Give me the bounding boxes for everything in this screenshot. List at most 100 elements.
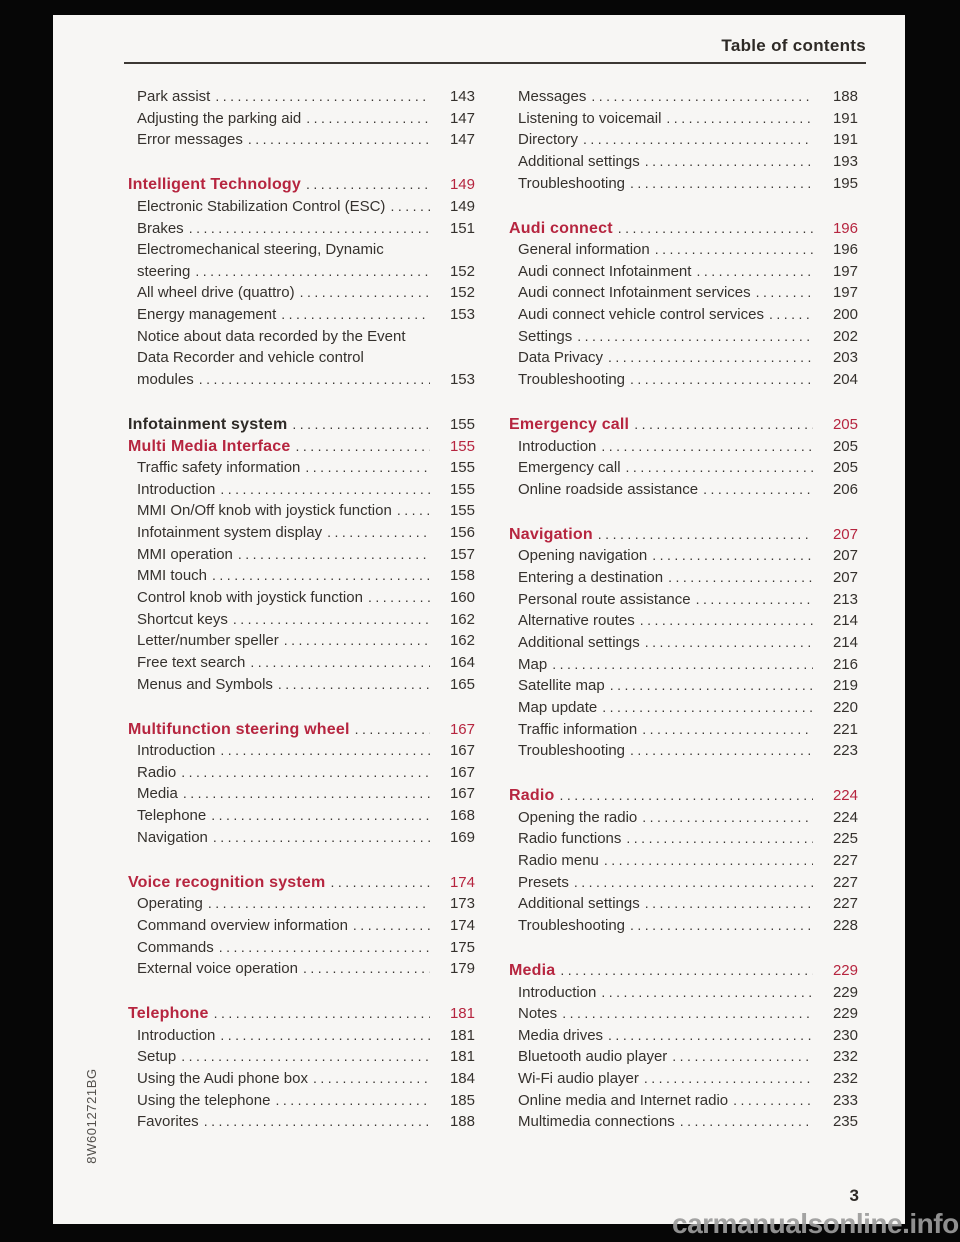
leader-dots bbox=[559, 785, 813, 807]
leader-dots bbox=[630, 369, 813, 391]
toc-page-number: 152 bbox=[449, 284, 475, 302]
toc-entry-label: MMI operation bbox=[137, 545, 233, 563]
leader-dots bbox=[642, 807, 813, 829]
toc-entry-label: Traffic safety information bbox=[137, 459, 301, 477]
toc-row: Shortcut keys 162 bbox=[128, 609, 475, 631]
leader-dots bbox=[208, 893, 430, 915]
toc-row: Control knob with joystick function 160 bbox=[128, 587, 475, 609]
toc-entry-label: Satellite map bbox=[518, 677, 605, 695]
leader-dots bbox=[630, 740, 813, 762]
leader-dots bbox=[655, 239, 813, 261]
toc-page-number: 191 bbox=[832, 109, 858, 127]
toc-entry-label: Wi-Fi audio player bbox=[518, 1070, 639, 1088]
toc-row: MMI touch 158 bbox=[128, 565, 475, 587]
toc-entry-label: Entering a destination bbox=[518, 569, 664, 587]
toc-row: Wi-Fi audio player 232 bbox=[509, 1068, 858, 1090]
leader-dots bbox=[278, 674, 430, 696]
toc-entry-label: Electronic Stabilization Control (ESC) bbox=[137, 197, 386, 215]
toc-page-number: 213 bbox=[832, 590, 858, 608]
toc-row: Multimedia connections 235 bbox=[509, 1111, 858, 1133]
toc-page-number: 165 bbox=[449, 675, 475, 693]
toc-entry-label: Multi Media Interface bbox=[128, 437, 291, 455]
leader-dots bbox=[248, 129, 430, 151]
toc-row: General information 196 bbox=[509, 239, 858, 261]
leader-dots bbox=[610, 675, 813, 697]
toc-row: Opening the radio 224 bbox=[509, 807, 858, 829]
toc-page-number: 207 bbox=[832, 547, 858, 565]
leader-dots bbox=[295, 436, 430, 458]
toc-page-number: 174 bbox=[449, 873, 475, 891]
toc-row: Additional settings 214 bbox=[509, 632, 858, 654]
toc-row: Intelligent Technology 149 bbox=[128, 174, 475, 196]
toc-row: Radio functions 225 bbox=[509, 828, 858, 850]
leader-dots bbox=[303, 958, 430, 980]
toc-page-number: 207 bbox=[832, 569, 858, 587]
toc-page-number: 184 bbox=[449, 1070, 475, 1088]
toc-entry-label: Alternative routes bbox=[518, 612, 635, 630]
leader-dots bbox=[220, 740, 430, 762]
toc-page-number: 181 bbox=[449, 1005, 475, 1023]
toc-page-number: 152 bbox=[449, 262, 475, 280]
toc-entry-label: Using the telephone bbox=[137, 1091, 271, 1109]
toc-row: Presets 227 bbox=[509, 872, 858, 894]
leader-dots bbox=[233, 609, 430, 631]
toc-row: Entering a destination 207 bbox=[509, 567, 858, 589]
toc-row: Introduction 181 bbox=[128, 1025, 475, 1047]
toc-page-number: 179 bbox=[449, 960, 475, 978]
toc-page-number: 197 bbox=[832, 262, 858, 280]
toc-entry-label: Navigation bbox=[137, 828, 208, 846]
leader-dots bbox=[601, 982, 813, 1004]
toc-entry-label: Radio menu bbox=[518, 852, 599, 870]
leader-dots bbox=[552, 654, 813, 676]
toc-row: Telephone 181 bbox=[128, 1003, 475, 1025]
leader-dots bbox=[583, 129, 813, 151]
title-rule bbox=[124, 62, 866, 64]
toc-group: Media 229 Introduction 229 Notes 229 Media dri… bbox=[509, 960, 858, 1133]
toc-entry-label: Settings bbox=[518, 327, 573, 345]
toc-entry-label: Adjusting the parking aid bbox=[137, 109, 302, 127]
leader-dots bbox=[696, 589, 813, 611]
toc-page-number: 227 bbox=[832, 852, 858, 870]
toc-entry-label: Media bbox=[137, 785, 178, 803]
leader-dots bbox=[598, 524, 813, 546]
toc-page-number: 191 bbox=[832, 131, 858, 149]
toc-page-number: 147 bbox=[449, 131, 475, 149]
leader-dots bbox=[220, 1025, 430, 1047]
toc-page-number: 155 bbox=[449, 459, 475, 477]
toc-page-number: 162 bbox=[449, 610, 475, 628]
toc-row: Infotainment system 155 bbox=[128, 414, 475, 436]
toc-row: Setup 181 bbox=[128, 1046, 475, 1068]
toc-row: MMI operation 157 bbox=[128, 544, 475, 566]
leader-dots bbox=[275, 1090, 430, 1112]
toc-page-number: 228 bbox=[832, 916, 858, 934]
toc-entry-label: Telephone bbox=[137, 807, 207, 825]
toc-group: Radio 224 Opening the radio 224 Radio functi… bbox=[509, 785, 858, 936]
leader-dots bbox=[284, 630, 430, 652]
leader-dots bbox=[652, 545, 813, 567]
toc-page-number: 200 bbox=[832, 306, 858, 324]
leader-dots bbox=[630, 173, 813, 195]
toc-entry-label: Shortcut keys bbox=[137, 610, 228, 628]
toc-entry-label: Additional settings bbox=[518, 152, 640, 170]
toc-row: Media 167 bbox=[128, 783, 475, 805]
toc-row: Audi connect vehicle control services 200 bbox=[509, 304, 858, 326]
toc-entry-label: Emergency call bbox=[509, 415, 630, 433]
toc-entry-label: Voice recognition system bbox=[128, 873, 326, 891]
toc-entry-label: Media drives bbox=[518, 1026, 604, 1044]
leader-dots bbox=[195, 261, 430, 283]
toc-entry-label: Intelligent Technology bbox=[128, 176, 301, 194]
leader-dots bbox=[305, 457, 430, 479]
leader-dots bbox=[562, 1003, 813, 1025]
toc-entry-label: Park assist bbox=[137, 88, 211, 105]
toc-page-number: 181 bbox=[449, 1048, 475, 1066]
leader-dots bbox=[577, 326, 813, 348]
toc-page-number: 162 bbox=[449, 632, 475, 650]
toc-page-number: 155 bbox=[449, 415, 475, 433]
leader-dots bbox=[219, 937, 430, 959]
toc-row: Troubleshooting 204 bbox=[509, 369, 858, 391]
toc-row: Menus and Symbols 165 bbox=[128, 674, 475, 696]
toc-row: steering 152 bbox=[128, 261, 475, 283]
toc-entry-label: Multifunction steering wheel bbox=[128, 720, 350, 738]
toc-entry-label: Energy management bbox=[137, 306, 277, 324]
toc-entry-label: Additional settings bbox=[518, 895, 640, 913]
